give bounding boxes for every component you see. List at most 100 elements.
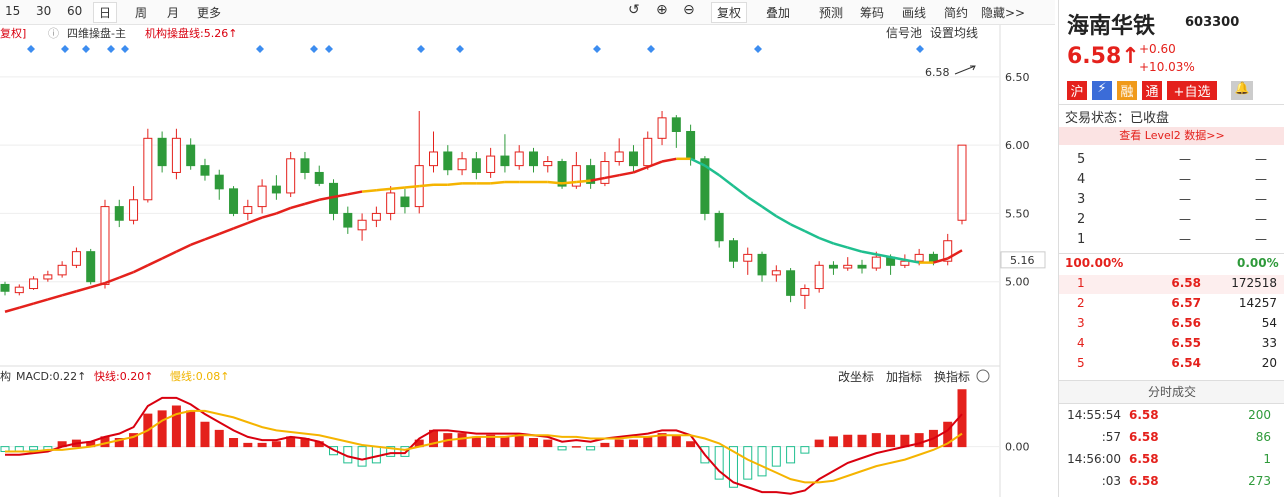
signal-pool[interactable]: 信号池 [886,26,922,40]
candle-body [200,165,210,176]
macd-action[interactable]: 加指标 [886,369,922,384]
macd-bar [886,434,896,448]
legend-adjust[interactable]: 复权] [0,26,26,40]
macd-legend: MACD:0.22↑ [16,370,86,383]
candle-body [928,253,938,262]
ma-segment [633,165,649,174]
macd-bar [29,446,39,451]
tool[interactable]: 简约 [944,6,969,20]
ma-segment [361,188,377,193]
ma-segment [718,174,735,188]
ma-setting[interactable]: 设置均线 [930,26,978,40]
ma-segment [133,264,149,274]
tool[interactable]: 画线 [902,6,927,20]
macd-bar [386,446,396,457]
macd-bar [243,442,253,448]
y-tick-label: 5.00 [1005,276,1030,289]
level2-link[interactable]: 查看 Level2 数据>> [1059,127,1284,145]
candle-body [57,264,67,276]
candle-body [571,165,581,187]
candle-body [357,219,367,231]
level: 1 [1077,232,1086,247]
trades-title: 分时成交 [1059,380,1284,404]
ma-segment [218,227,234,236]
macd-action[interactable]: 换指标 [934,369,970,384]
trade-price: 6.58 [1129,430,1159,444]
macd-bar [543,439,553,448]
period[interactable]: 60 [67,4,83,18]
help-icon[interactable]: ⓘ [48,27,59,40]
tool[interactable]: 复权 [711,2,748,23]
ma-segment [447,182,463,186]
period[interactable]: 更多 [197,6,222,20]
y-tick-label: 5.50 [1005,207,1030,220]
level: 2 [1077,296,1085,310]
quote-panel: 海南华铁 603300 6.58↑ +0.60 +10.03% 沪 ⚡ 融 通 … [1058,0,1284,497]
macd-bar [643,436,653,448]
tool[interactable]: 隐藏>> [981,6,1026,20]
macd-bar [857,434,867,448]
y-tick-label: 6.00 [1005,139,1030,152]
candle-body [828,264,838,269]
trade-price: 6.58 [1129,474,1159,488]
candle-body [343,212,353,228]
candle-body [14,286,24,294]
undo-icon[interactable]: ↺ [628,2,640,18]
divider [1059,253,1284,254]
period[interactable]: 日 [93,2,118,23]
close-icon[interactable] [976,369,990,383]
period[interactable]: 15 [5,4,21,18]
candle-body [243,206,253,214]
macd-bar [557,446,567,451]
candle-body [457,158,467,171]
buy-volume: 20 [1261,356,1277,370]
tool[interactable]: 叠加 [766,6,791,20]
level: 5 [1077,152,1086,167]
macd-action[interactable]: 改坐标 [838,370,874,384]
ma-segment [876,253,891,259]
macd-bar [671,434,681,448]
ma-segment [904,258,920,264]
ma-segment [333,193,349,199]
candle-body [657,117,667,139]
period[interactable]: 30 [36,4,52,18]
level: 2 [1077,212,1086,227]
ma-segment [204,232,220,241]
trade-volume: 86 [1255,430,1271,444]
zoom-out-icon[interactable]: ⊖ [683,2,695,18]
candle-body [371,212,381,221]
ma-segment [147,257,163,267]
tool[interactable]: 筹码 [860,6,885,20]
macd-bar [129,433,139,448]
period[interactable]: 月 [167,6,180,20]
ma-segment [261,212,277,219]
ma-segment [947,249,963,260]
candle-body [443,151,453,171]
badge: 沪 [1067,81,1087,100]
ratio-sell: 0.00% [1237,256,1279,270]
macd-bar [871,433,881,448]
watch-button[interactable]: +自选 [1167,81,1217,100]
ma-segment [933,257,949,264]
period[interactable]: 周 [135,6,148,20]
ma-segment [4,306,20,313]
macd-bar [500,436,510,448]
level: 5 [1077,356,1085,370]
ma-segment [818,236,834,245]
macd-bar [614,439,624,448]
macd-bar [714,446,724,480]
macd-prefix: 构 [0,369,11,383]
tool[interactable]: 预测 [819,6,844,20]
alarm-icon[interactable]: 🔔 [1231,81,1253,100]
ma-segment [590,176,606,182]
macd-bar [757,446,767,477]
macd-bar [357,446,367,467]
macd-bar [843,434,853,448]
ma-segment [804,230,820,240]
legend-line: 机构操盘线:5.26↑ [145,26,237,40]
trade-time: 14:55:54 [1067,408,1121,422]
y-tick-label: 6.50 [1005,71,1030,84]
ma-segment [761,205,778,218]
ma-segment [175,243,192,253]
zoom-in-icon[interactable]: ⊕ [656,2,668,18]
